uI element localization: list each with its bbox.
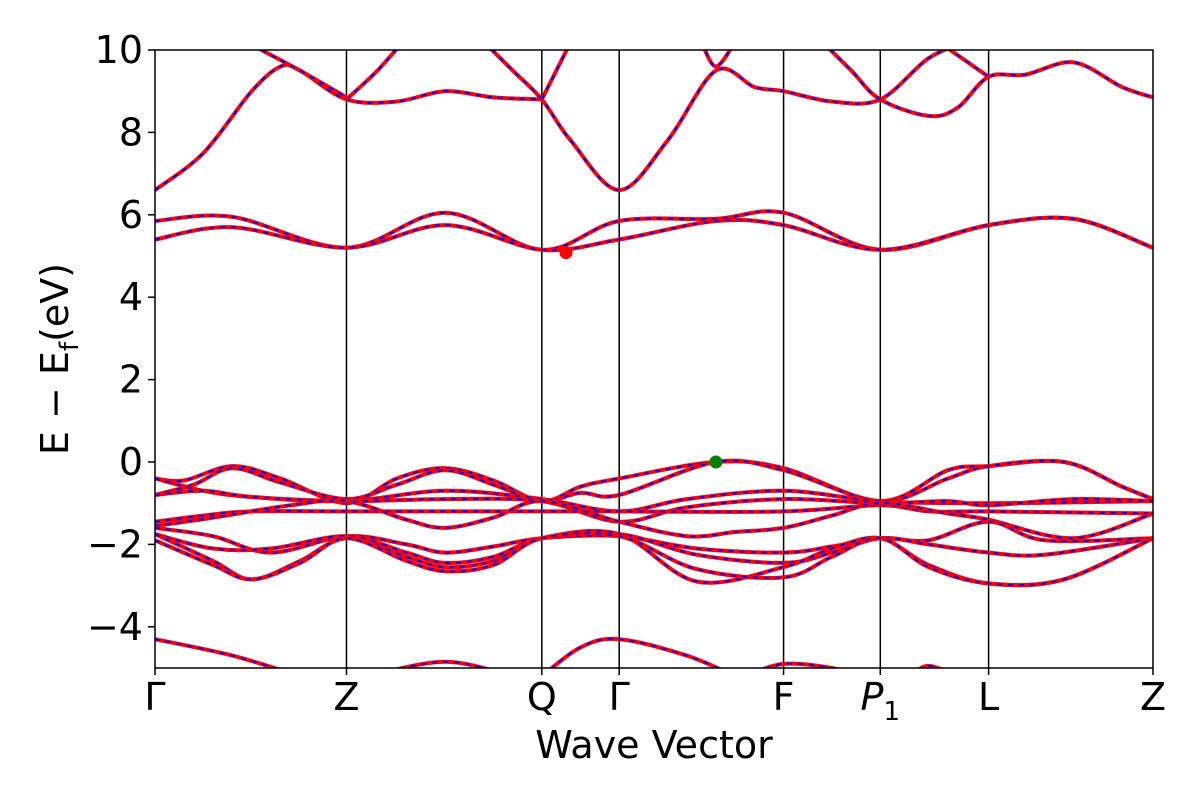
band-c-upper-6-dashed bbox=[703, 50, 732, 68]
y-tick-label: −4 bbox=[87, 605, 143, 649]
y-tick-label: 0 bbox=[119, 440, 143, 484]
y-axis-title-subscript: f bbox=[55, 341, 85, 351]
y-tick-label: 8 bbox=[119, 110, 143, 154]
band-v-9 bbox=[155, 528, 1153, 588]
band-low-2-dashed bbox=[398, 660, 488, 668]
band-low-3 bbox=[548, 636, 723, 668]
band-c-upper-2 bbox=[344, 50, 399, 102]
y-tick-label: 4 bbox=[119, 275, 143, 319]
band-c-band-2 bbox=[155, 215, 1153, 253]
band-low-3-dashed bbox=[550, 637, 720, 668]
valence-band-maximum-marker bbox=[709, 455, 723, 469]
x-axis-ticks: Γ Z Q Γ F P1 L Z bbox=[144, 668, 1166, 727]
x-tick-label-z-1: Z bbox=[333, 675, 359, 719]
band-c-upper-4-dashed bbox=[490, 50, 948, 192]
kpoint-separator-lines bbox=[345, 50, 990, 668]
x-tick-label-gamma-1: Γ bbox=[144, 675, 165, 719]
band-v-2 bbox=[155, 458, 1153, 504]
x-tick-label-subscript: 1 bbox=[883, 697, 900, 727]
band-v-7 bbox=[155, 519, 1153, 555]
band-c-band-1-dashed bbox=[155, 210, 1153, 251]
band-c-upper-6 bbox=[702, 50, 733, 69]
y-tick-label: −2 bbox=[87, 522, 143, 566]
band-c-upper-7-dashed bbox=[829, 50, 1153, 118]
band-c-upper-2-dashed bbox=[345, 50, 398, 101]
x-axis-title: Wave Vector bbox=[535, 723, 773, 767]
band-c-upper-5-dashed bbox=[540, 50, 568, 100]
x-tick-label-main: P bbox=[861, 675, 884, 719]
conduction-band-minimum-marker bbox=[559, 246, 573, 260]
band-c-upper-3 bbox=[259, 50, 349, 100]
band-low-4 bbox=[760, 661, 842, 668]
band-v-2-dashed bbox=[155, 459, 1153, 503]
band-curves bbox=[155, 50, 1153, 668]
x-tick-label-f: F bbox=[773, 675, 795, 719]
band-low-2 bbox=[393, 659, 491, 668]
x-tick-label-q: Q bbox=[527, 675, 557, 719]
band-v-10-dashed bbox=[155, 532, 1153, 587]
x-tick-label-p1: P1 bbox=[861, 675, 900, 727]
y-axis-ticks: −4 −2 0 2 4 6 8 10 bbox=[87, 28, 155, 649]
y-axis-title-unit: (eV) bbox=[33, 263, 77, 342]
y-tick-label: 10 bbox=[95, 28, 143, 72]
band-c-upper-1 bbox=[155, 62, 544, 193]
band-c-band-2-dashed bbox=[155, 216, 1153, 252]
plot-frame bbox=[154, 49, 1154, 669]
y-tick-label: 2 bbox=[119, 358, 143, 402]
band-v-1-dashed bbox=[155, 459, 1153, 505]
band-edge-markers bbox=[559, 246, 723, 469]
band-low-1-dashed bbox=[155, 638, 278, 668]
band-v-4-dashed bbox=[155, 489, 1153, 523]
x-tick-label-gamma-2: Γ bbox=[609, 675, 630, 719]
band-c-upper-1-dashed bbox=[155, 63, 542, 191]
y-axis-title: E − Ef(eV) bbox=[33, 263, 85, 455]
band-c-upper-8 bbox=[946, 50, 991, 79]
band-low-1 bbox=[155, 637, 281, 668]
band-c-upper-4 bbox=[489, 50, 950, 193]
band-c-upper-8-dashed bbox=[948, 50, 990, 78]
y-axis-title-main: E − E bbox=[33, 351, 77, 455]
band-low-5-dashed bbox=[919, 664, 941, 668]
x-tick-label-l: L bbox=[978, 675, 999, 719]
y-tick-label: 6 bbox=[119, 193, 143, 237]
x-tick-label-z-2: Z bbox=[1140, 675, 1166, 719]
band-c-upper-7 bbox=[827, 50, 1153, 119]
band-v-6-dashed bbox=[155, 499, 1153, 540]
band-v-8-dashed bbox=[155, 532, 1153, 565]
